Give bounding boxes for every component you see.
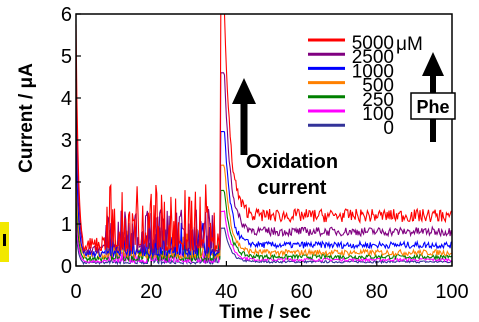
legend-label-2500: 2500 <box>352 47 394 68</box>
legend-label-500: 500 <box>362 76 394 97</box>
legend-label-250: 250 <box>362 90 394 111</box>
y-axis-title: Current / μA <box>16 63 37 173</box>
x-tick-label: 40 <box>215 281 237 303</box>
x-tick-label: 100 <box>435 281 468 303</box>
y-tick-label: 1 <box>61 214 72 236</box>
x-tick-label: 60 <box>290 281 312 303</box>
x-axis-title: Time / sec <box>219 302 311 322</box>
x-tick-label: 0 <box>70 281 81 303</box>
legend-label-5000: 5000 <box>352 33 394 54</box>
legend-unit: μM <box>396 34 423 55</box>
phe-label: Phe <box>416 97 449 117</box>
oxidation-label-line2: current <box>258 177 327 199</box>
phe-label-box <box>410 92 456 120</box>
cropped-panel-arrow <box>3 234 6 246</box>
series-line-5000 <box>75 13 452 253</box>
y-tick-label: 4 <box>61 88 72 110</box>
legend-label-100: 100 <box>362 104 394 125</box>
legend-label-0: 0 <box>383 118 394 139</box>
series-line-1000 <box>75 131 453 259</box>
y-tick-label: 3 <box>61 130 72 152</box>
oxidation-arrow-head <box>232 78 256 104</box>
oxidation-label-line1: Oxidation <box>246 151 338 173</box>
phe-arrow-head <box>422 52 444 76</box>
x-tick-label: 80 <box>366 281 388 303</box>
plot-area <box>75 13 453 266</box>
series-line-100 <box>75 210 453 265</box>
series-line-250 <box>75 189 453 263</box>
x-tick-label: 20 <box>140 281 162 303</box>
legend-label-1000: 1000 <box>352 61 394 82</box>
y-tick-label: 6 <box>61 4 72 26</box>
y-tick-label: 0 <box>61 256 72 278</box>
series-line-500 <box>75 164 453 261</box>
y-tick-label: 5 <box>61 46 72 68</box>
y-tick-label: 2 <box>61 172 72 194</box>
